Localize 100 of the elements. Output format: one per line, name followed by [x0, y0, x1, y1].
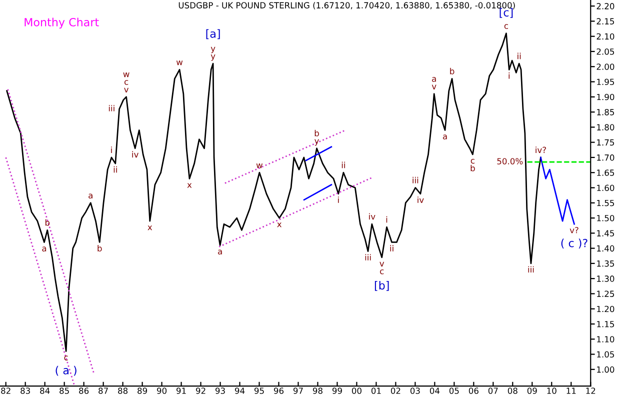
y-tick-label: 1.85: [597, 109, 614, 116]
annotation: i: [508, 72, 510, 79]
x-tick-label: 86: [79, 388, 89, 394]
annotation: b: [45, 219, 50, 226]
annotation: i: [338, 196, 339, 203]
annotation: v: [124, 88, 129, 92]
annotation: iii: [365, 254, 371, 260]
annotation: a: [88, 194, 92, 198]
chart-title: USDGBP - UK POUND STERLING (1.67120, 1.70420, 1.63880, 1.65380, -0.01800): [178, 2, 515, 10]
annotation: y: [210, 54, 216, 61]
annotation: ii: [390, 245, 394, 252]
annotation: iv: [132, 151, 138, 158]
annotation: x: [148, 226, 152, 230]
x-tick-label: 82: [1, 388, 10, 394]
line-series: [540, 156, 575, 225]
annotation: c: [470, 158, 474, 164]
annotation: [a]: [206, 29, 220, 40]
annotation: c: [64, 356, 68, 360]
annotation: ( a ): [56, 366, 76, 376]
x-tick-label: 83: [20, 388, 30, 394]
annotation: w: [256, 164, 263, 168]
y-tick-label: 1.65: [597, 170, 614, 176]
annotation: [c]: [500, 8, 513, 18]
annotation: 50.0%: [497, 158, 523, 164]
annotation: x: [187, 183, 192, 188]
annotation: ii: [518, 52, 521, 60]
x-tick-label: 11: [566, 388, 576, 394]
annotation: c: [380, 269, 384, 274]
x-tick-label: 92: [196, 388, 206, 394]
annotation: iii: [108, 104, 114, 112]
y-tick-label: 1.30: [597, 276, 614, 282]
y-tick-label: 1.45: [597, 230, 614, 236]
x-tick-label: 88: [118, 388, 128, 394]
x-tick-label: 12: [586, 388, 596, 394]
annotation: ( c )?: [561, 238, 588, 249]
x-tick-label: 94: [234, 388, 245, 394]
y-tick-label: 1.80: [597, 124, 614, 130]
y-tick-label: 1.75: [597, 139, 614, 146]
y-tick-label: 1.70: [597, 154, 614, 161]
x-tick-label: 85: [60, 388, 69, 394]
annotation: v?: [570, 226, 578, 234]
annotation: b: [450, 68, 454, 74]
x-tick-label: 99: [332, 388, 342, 394]
x-tick-label: 98: [312, 388, 322, 394]
y-tick-label: 1.15: [597, 321, 614, 328]
y-tick-label: 1.20: [597, 306, 614, 312]
annotation: iii: [528, 266, 534, 273]
annotation: i: [386, 216, 388, 223]
y-tick-label: 2.15: [596, 18, 614, 24]
y-tick-label: 1.40: [597, 245, 614, 252]
x-tick-label: 90: [157, 388, 167, 394]
annotation: ii: [342, 162, 345, 168]
x-tick-label: 03: [410, 388, 420, 394]
x-tick-label: 97: [293, 388, 303, 394]
x-tick-label: 91: [176, 388, 186, 394]
y-tick-label: 1.10: [597, 336, 614, 342]
annotation: iv: [369, 213, 376, 220]
annotation: v: [432, 84, 436, 90]
y-tick-label: 1.05: [597, 351, 614, 358]
y-tick-label: 1.50: [597, 214, 614, 222]
x-tick-label: 02: [390, 388, 400, 394]
x-tick-label: 09: [527, 388, 537, 394]
x-tick-label: 01: [371, 388, 381, 394]
y-tick-label: 1.25: [597, 290, 614, 297]
annotation: iv?: [536, 146, 546, 153]
annotation: i: [111, 146, 112, 153]
y-tick-label: 1.90: [597, 94, 614, 100]
annotation: b: [98, 245, 102, 252]
x-tick-label: 06: [468, 388, 478, 394]
y-tick-label: 1.00: [597, 366, 614, 373]
y-tick-label: 1.55: [597, 200, 614, 206]
y-tick-label: 2.05: [596, 48, 614, 55]
x-tick-label: 96: [274, 388, 284, 394]
y-tick-label: 2.10: [596, 33, 614, 40]
annotation: iii: [412, 176, 418, 184]
x-tick-label: 89: [138, 388, 148, 394]
x-tick-label: 10: [547, 388, 556, 394]
annotation: a: [218, 250, 222, 254]
x-tick-label: 87: [98, 388, 108, 394]
y-tick-label: 2.20: [596, 3, 614, 10]
annotation: v: [380, 262, 384, 266]
x-tick-label: 93: [215, 388, 225, 394]
x-tick-label: 05: [449, 388, 459, 394]
text: Monthy Chart: [24, 18, 99, 29]
annotation: y: [314, 139, 319, 146]
annotation: w: [176, 60, 183, 66]
x-tick-label: 00: [352, 388, 362, 394]
x-tick-label: 84: [40, 388, 50, 394]
annotation: w: [123, 72, 130, 78]
annotation: a: [442, 134, 447, 140]
annotation: x: [277, 222, 282, 228]
y-tick-label: 1.95: [597, 78, 614, 86]
y-tick-label: 2.00: [596, 64, 614, 70]
annotation: y: [210, 46, 216, 54]
y-tick-label: 1.60: [597, 184, 614, 192]
annotation: a: [432, 77, 436, 82]
annotation: iv: [418, 196, 424, 203]
x-tick-label: 95: [254, 388, 264, 394]
x-tick-label: 04: [430, 388, 440, 394]
annotation: c: [504, 24, 508, 29]
